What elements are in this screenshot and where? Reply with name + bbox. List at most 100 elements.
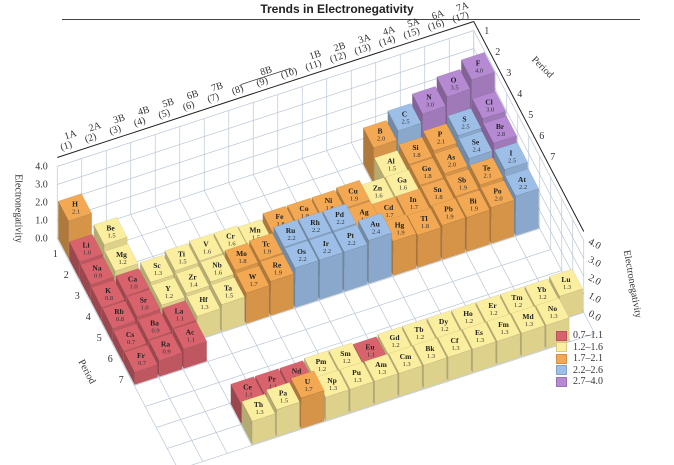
- period-axis-title-right: Period: [529, 54, 555, 80]
- bar-top-P: [422, 123, 458, 152]
- element-symbol: Am: [375, 360, 387, 369]
- back-wall-grid-line: [57, 66, 474, 203]
- element-symbol: I: [510, 149, 513, 158]
- element-value: 1.2: [165, 293, 173, 300]
- element-symbol: Te: [483, 164, 491, 173]
- element-symbol: Zr: [188, 272, 197, 281]
- element-symbol: Be: [106, 224, 115, 233]
- element-value: 0.9: [162, 348, 170, 355]
- element-symbol: Sm: [340, 349, 351, 358]
- element-value: 1.9: [459, 184, 467, 191]
- element-value: 2.2: [519, 184, 527, 191]
- element-value: 0.9: [94, 272, 102, 279]
- element-symbol: W: [249, 272, 257, 281]
- group-label: 2A: [88, 120, 104, 134]
- bar-top-Tl: [406, 207, 442, 236]
- element-value: 1.2: [118, 259, 126, 266]
- element-symbol: Cs: [126, 330, 134, 339]
- bar-top-B: [362, 120, 398, 148]
- group-number-label: (7): [206, 91, 220, 105]
- element-value: 1.8: [412, 152, 420, 159]
- element-symbol: Np: [327, 376, 337, 385]
- element-value: 2.2: [336, 219, 344, 226]
- legend-swatch: [556, 365, 567, 376]
- bar-top-C: [387, 103, 422, 131]
- back-wall-grid-line: [57, 48, 474, 185]
- group-number-label: (17): [451, 10, 470, 26]
- chart-title: Trends in Electronegativity: [260, 2, 414, 16]
- element-symbol: Ac: [186, 328, 195, 337]
- element-value: 2.5: [401, 119, 409, 126]
- element-symbol: C: [402, 110, 407, 119]
- element-value: 1.8: [421, 223, 429, 230]
- bar-top-Bi: [455, 189, 491, 218]
- element-value: 0.8: [116, 316, 124, 323]
- legend-label: 1.2–1.6: [573, 341, 603, 353]
- element-value: 1.6: [203, 249, 212, 256]
- element-value: 1.3: [329, 385, 337, 392]
- element-symbol: Tb: [414, 325, 423, 334]
- element-symbol: Ra: [161, 339, 170, 348]
- element-value: 1.0: [83, 250, 91, 257]
- element-value: 1.9: [445, 213, 453, 220]
- group-label: 1A: [63, 128, 79, 142]
- period-label-left: 3: [75, 291, 80, 302]
- bar-top-U: [290, 370, 325, 399]
- element-value: 1.3: [154, 270, 162, 277]
- legend-item: 0.7–1.1: [556, 330, 603, 342]
- element-value: 1.1: [269, 384, 277, 391]
- group-number-label: (8): [231, 83, 245, 97]
- element-value: 1.5: [178, 259, 186, 266]
- element-symbol: Cm: [400, 352, 412, 361]
- element-value: 2.1: [483, 173, 491, 180]
- group-number-label: (11): [304, 58, 323, 73]
- bar-top-Bk: [412, 337, 448, 366]
- element-symbol: Hf: [199, 295, 208, 304]
- group-label: 5A: [406, 16, 422, 30]
- element-value: 2.2: [323, 248, 331, 255]
- element-symbol: Cl: [485, 98, 493, 107]
- element-symbol: Sr: [140, 296, 148, 305]
- bar-top-Te: [469, 157, 504, 186]
- floor-grid-line: [190, 333, 595, 465]
- element-symbol: F: [476, 59, 481, 68]
- group-number-label: (10): [280, 66, 299, 82]
- back-wall-grid-line: [57, 30, 474, 167]
- legend: 0.7–1.1 1.2–1.6 1.7–2.1 2.2–2.6 2.7–4.0: [556, 330, 603, 388]
- element-symbol: La: [175, 307, 184, 316]
- element-value: 0.9: [151, 327, 159, 334]
- z-axis-title-right: Electronegativity: [621, 249, 644, 319]
- bar-top-Cs: [112, 323, 148, 352]
- z-tick-label-left: 4.0: [35, 162, 48, 173]
- element-value: 2.2: [312, 227, 320, 234]
- element-value: 2.2: [347, 240, 355, 247]
- element-symbol: As: [447, 153, 455, 162]
- element-symbol: Po: [493, 187, 502, 196]
- element-symbol: Pm: [316, 357, 328, 366]
- z-tick-label-right: 2.0: [586, 272, 602, 288]
- element-symbol: Na: [92, 263, 101, 272]
- period-axis-title-left: Period: [76, 358, 98, 386]
- bar-top-Sb: [444, 168, 480, 197]
- element-symbol: Mo: [236, 249, 247, 258]
- group-number-label: (14): [378, 34, 397, 50]
- group-number-label: (12): [329, 50, 348, 66]
- group-label: 6B: [186, 88, 201, 102]
- group-8b-bracket: [240, 68, 291, 88]
- group-label: 3B: [112, 112, 127, 126]
- bar-top-Br: [482, 115, 518, 144]
- back-wall-top-edge: [57, 21, 474, 158]
- element-symbol: Md: [522, 312, 534, 321]
- element-symbol: Ru: [286, 226, 296, 235]
- bar-front-face-Pt: [343, 244, 368, 292]
- group-number-label: (4): [133, 115, 147, 129]
- element-value: 0.7: [127, 339, 136, 346]
- element-symbol: Zn: [373, 184, 383, 193]
- bar-top-Na: [79, 256, 115, 285]
- element-value: 1.3: [563, 284, 571, 291]
- element-value: 1.3: [353, 377, 361, 384]
- bar-top-Ca: [115, 268, 150, 296]
- group-label: 7B: [210, 80, 225, 94]
- legend-swatch: [556, 330, 567, 341]
- bar-top-Se: [458, 130, 493, 159]
